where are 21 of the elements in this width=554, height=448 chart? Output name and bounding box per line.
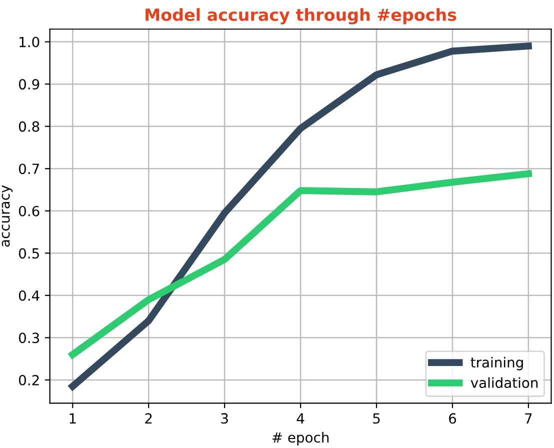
y-tick-label: 0.5 [18, 248, 39, 259]
legend-label: validation [470, 377, 538, 388]
x-tick-label: 4 [296, 413, 304, 424]
y-tick-label: 0.3 [18, 332, 40, 344]
y-tick-label: 0.8 [18, 121, 40, 132]
x-tick-label: 1 [70, 413, 76, 424]
x-tick-label: 7 [525, 413, 532, 424]
y-tick-label: 0.9 [18, 79, 40, 90]
x-tick-label: 6 [449, 413, 456, 424]
y-tick-label: 1.0 [20, 36, 40, 48]
y-tick-label: 0.2 [18, 374, 39, 386]
y-axis-title: accuracy [2, 185, 12, 247]
chart-title: Model accuracy through #epochs [146, 8, 456, 24]
x-tick-label: 3 [221, 413, 228, 424]
y-tick-label: 0.6 [18, 206, 40, 216]
y-tick-label: 0.4 [18, 290, 40, 301]
legend-label: training [470, 356, 523, 370]
x-tick-label: 5 [373, 413, 380, 424]
x-axis-title: # epoch [272, 432, 329, 446]
y-tick-label: 0.7 [18, 164, 39, 174]
x-tick-label: 2 [145, 413, 152, 424]
